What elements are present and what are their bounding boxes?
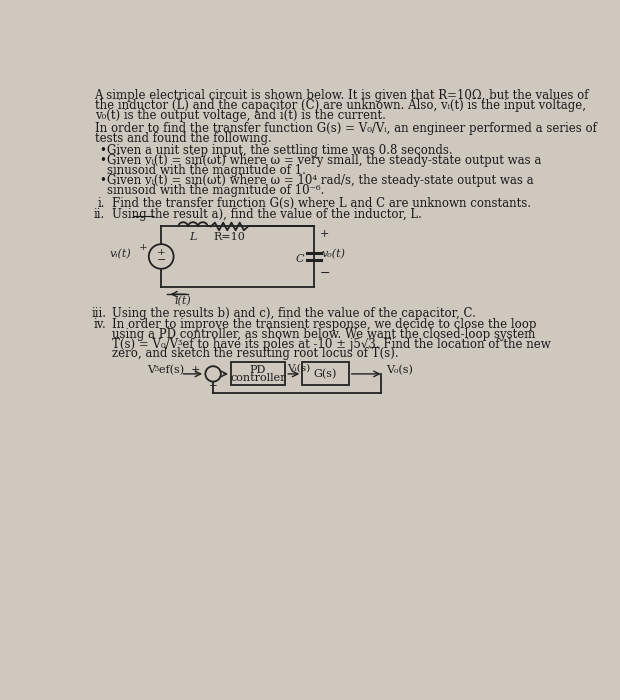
Text: T(s) = V₀/Vᶾef to have its poles at -10 ± j5√3. Find the location of the new: T(s) = V₀/Vᶾef to have its poles at -10 … [112,337,551,351]
Text: controller: controller [230,373,286,383]
Text: •: • [99,144,106,157]
Text: zero, and sketch the resulting root locus of T(s).: zero, and sketch the resulting root locu… [112,347,398,360]
Text: L: L [189,232,197,242]
Text: Given vᵢ(t) = sin(ωt) where ω = 10⁴ rad/s, the steady-state output was a: Given vᵢ(t) = sin(ωt) where ω = 10⁴ rad/… [107,174,534,187]
Text: +: + [139,243,148,252]
Text: Vᵢ(s): Vᵢ(s) [288,364,311,373]
Bar [231,363,285,386]
Text: •: • [99,154,106,167]
Text: PD: PD [250,365,266,375]
Text: In order to find the transfer function G(s) = V₀/Vᵢ, an engineer performed a ser: In order to find the transfer function G… [94,122,596,135]
Text: A simple electrical circuit is shown below. It is given that R=10Ω, but the valu: A simple electrical circuit is shown bel… [94,90,589,102]
Text: sinusoid with the magnitude of 10⁻⁶.: sinusoid with the magnitude of 10⁻⁶. [107,183,324,197]
Bar [303,363,348,386]
Text: V₀(s): V₀(s) [386,365,413,375]
Text: Find the transfer function G(s) where L and C are unknown constants.: Find the transfer function G(s) where L … [112,197,531,210]
Text: ii.: ii. [94,208,105,220]
Text: −: − [319,267,330,279]
Text: −: − [156,255,166,265]
Text: v₀(t): v₀(t) [322,249,345,259]
Text: sinusoid with the magnitude of 1.: sinusoid with the magnitude of 1. [107,164,306,176]
Text: C: C [295,254,304,264]
Text: the inductor (L) and the capacitor (C) are unknown. Also, vᵢ(t) is the input vol: the inductor (L) and the capacitor (C) a… [94,99,585,112]
Text: Given a unit step input, the settling time was 0.8 seconds.: Given a unit step input, the settling ti… [107,144,453,157]
Text: Given vᵢ(t) = sin(ωt) where ω = very small, the steady-state output was a: Given vᵢ(t) = sin(ωt) where ω = very sma… [107,154,541,167]
Text: G(s): G(s) [314,369,337,379]
Text: −: − [209,382,218,391]
Text: i(t): i(t) [174,295,191,306]
Text: +: + [319,229,329,239]
Text: In order to improve the transient response, we decide to close the loop: In order to improve the transient respon… [112,318,536,332]
Text: tests and found the following.: tests and found the following. [94,132,272,145]
Text: i.: i. [98,197,105,210]
Text: •: • [99,174,106,187]
Text: v₀(t) is the output voltage, and i(t) is the current.: v₀(t) is the output voltage, and i(t) is… [94,108,386,122]
Text: iii.: iii. [92,307,107,319]
Text: iv.: iv. [94,318,107,332]
Text: using a PD controller, as shown below. We want the closed-loop system: using a PD controller, as shown below. W… [112,328,535,341]
Text: +: + [157,248,166,257]
Text: vᵢ(t): vᵢ(t) [110,249,131,259]
Text: Using the results b) and c), find the value of the capacitor, C.: Using the results b) and c), find the va… [112,307,476,319]
Text: Using the result a), find the value of the inductor, L.: Using the result a), find the value of t… [112,208,422,220]
Text: Vᶾef(s)  +: Vᶾef(s) + [148,365,201,375]
Text: R=10: R=10 [213,232,246,242]
